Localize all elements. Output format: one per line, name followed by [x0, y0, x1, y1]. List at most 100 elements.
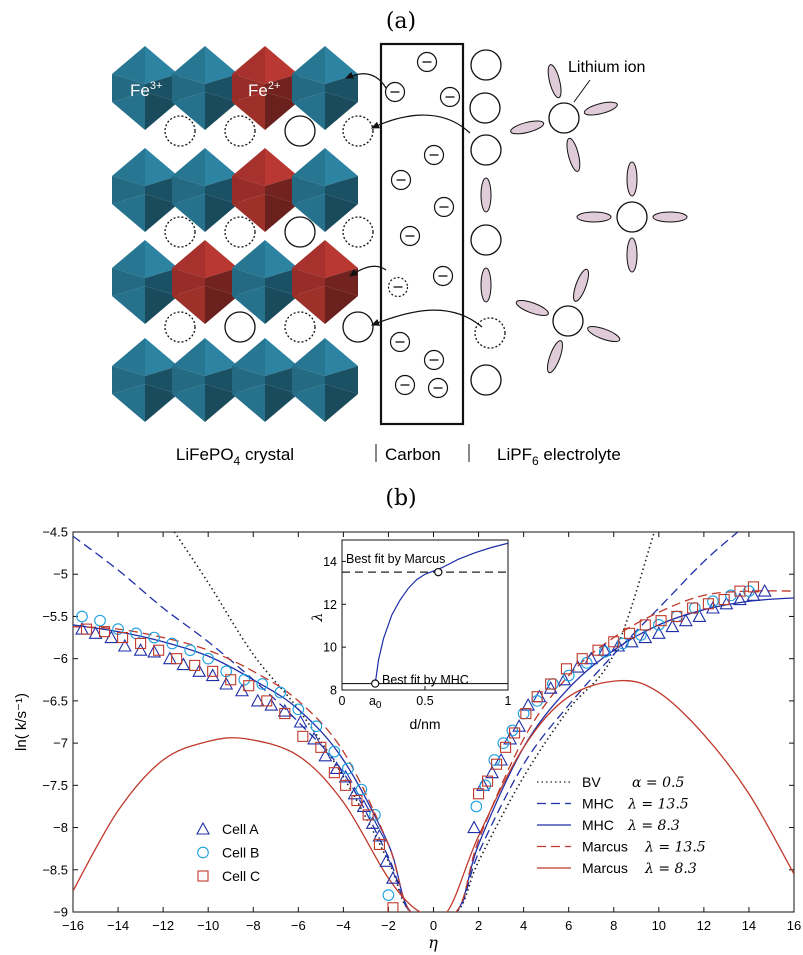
octahedron — [172, 338, 238, 422]
electron-transfer-arrow — [344, 71, 387, 89]
data-point — [264, 697, 279, 711]
vacancy-site — [164, 311, 196, 343]
data-point — [624, 634, 639, 648]
data-point — [488, 754, 501, 766]
legend-label: Cell B — [222, 845, 259, 861]
data-point — [162, 651, 177, 665]
x-tick-label: −12 — [152, 918, 174, 933]
octahedron-face — [205, 194, 238, 232]
data-point — [279, 708, 291, 720]
anion — [587, 326, 621, 343]
data-point — [520, 708, 532, 720]
x-tick-label: −14 — [107, 918, 129, 933]
octahedron-face — [205, 268, 238, 296]
octahedron-face — [325, 176, 358, 204]
octahedron-face — [172, 46, 205, 84]
octahedron-face — [232, 286, 265, 324]
data-point — [692, 609, 707, 622]
inset-y-tick-label: 14 — [323, 555, 337, 569]
data-point — [261, 695, 273, 707]
panel-a-illustration: (a) Fe3+ Fe2+ Lithium ion LiFePO4 crysta… — [112, 9, 688, 468]
octahedron-face — [145, 46, 178, 84]
electron-transfer-arrow-2 — [349, 265, 387, 277]
data-point — [80, 623, 93, 635]
octahedron-face — [292, 176, 325, 204]
data-point — [747, 581, 759, 593]
octahedron-face — [172, 74, 205, 102]
data-point — [509, 727, 521, 739]
octahedron — [112, 240, 178, 324]
octahedron-face — [172, 240, 205, 278]
data-point — [315, 741, 327, 753]
octahedron-face — [112, 74, 145, 102]
anion — [626, 161, 638, 197]
legend-label: Cell A — [222, 821, 259, 837]
octahedron-face — [145, 286, 178, 324]
data-point — [379, 854, 394, 867]
x-tick-label: 2 — [475, 918, 482, 933]
lithium-insertion-arrow-2 — [370, 309, 483, 328]
octahedron-face — [325, 194, 358, 232]
vacancy-site — [342, 216, 374, 248]
electrolyte-label: LiPF6 electrolyte — [497, 445, 621, 468]
electrolyte-species — [469, 49, 688, 396]
octahedron — [232, 338, 298, 422]
octahedron-face — [325, 366, 358, 394]
data-point — [153, 644, 165, 656]
data-point — [184, 644, 197, 657]
x-tick-label: −4 — [336, 918, 351, 933]
octahedron-face — [325, 74, 358, 102]
octahedron-face — [145, 92, 178, 130]
data-point — [652, 619, 665, 631]
octahedron-face — [145, 268, 178, 296]
solvated-lithium — [470, 134, 502, 166]
octahedron-face — [325, 384, 358, 422]
octahedron-face — [172, 176, 205, 204]
lithium-ion-pointer — [573, 79, 591, 103]
inset-curves — [342, 542, 508, 688]
octahedron-face — [325, 240, 358, 278]
lithium-ion — [548, 102, 580, 134]
data-point — [570, 659, 585, 673]
data-point — [202, 652, 215, 665]
octahedron-face — [232, 92, 265, 130]
lithium-site — [284, 216, 316, 248]
cell-legend: Cell A Cell B Cell C — [196, 821, 260, 884]
x-tick-label: 10 — [652, 918, 666, 933]
data-point — [386, 871, 400, 884]
anion — [515, 299, 549, 316]
data-point — [470, 800, 483, 813]
y-tick-label: −5 — [53, 567, 68, 582]
main-axis-ticks: −16 −14 −12 −10 −8 −6 −4 −2 0 2 4 6 8 10 12 14 16−9−8.5−… — [42, 525, 801, 934]
data-point — [274, 686, 287, 699]
legend-name: Marcus — [582, 860, 628, 876]
crystal-label: LiFePO4 crystal — [176, 445, 294, 468]
legend-label: Cell C — [222, 868, 260, 884]
octahedron-face — [265, 194, 298, 232]
data-point — [351, 794, 363, 807]
octahedron — [232, 148, 298, 232]
data-point — [88, 626, 103, 639]
data-point — [479, 779, 492, 792]
octahedron-face — [325, 338, 358, 376]
octahedron-face — [112, 384, 145, 422]
data-point — [576, 653, 588, 665]
legend-name: Marcus — [582, 839, 628, 855]
y-tick-label: −8 — [53, 820, 68, 835]
octahedron-face — [172, 268, 205, 296]
data-point — [719, 596, 734, 610]
octahedron-face — [265, 240, 298, 278]
lithium-ion — [616, 201, 648, 233]
data-point — [616, 637, 629, 650]
data-point — [665, 619, 680, 633]
octahedron-face — [112, 268, 145, 296]
data-point — [219, 676, 234, 690]
legend-marker — [196, 821, 210, 835]
octahedron-face — [205, 286, 238, 324]
data-point — [705, 600, 720, 614]
series-line — [73, 597, 794, 912]
data-point — [362, 809, 374, 821]
octahedron-face — [292, 384, 325, 422]
inset-y-tick-label: 12 — [323, 598, 337, 612]
octahedron — [112, 46, 178, 130]
